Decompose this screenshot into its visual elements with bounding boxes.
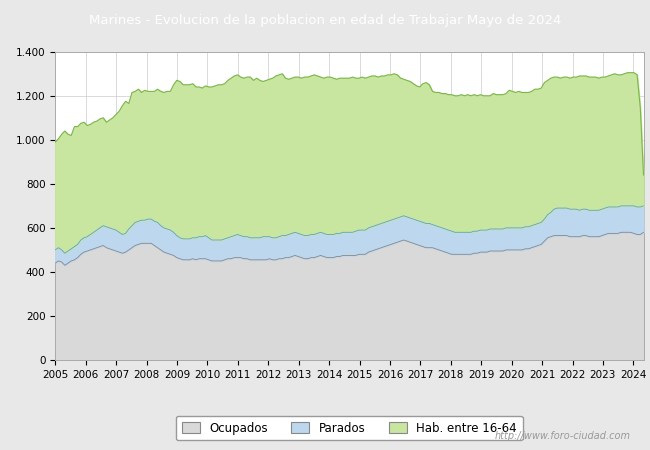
- Text: Marines - Evolucion de la poblacion en edad de Trabajar Mayo de 2024: Marines - Evolucion de la poblacion en e…: [89, 14, 561, 27]
- Text: http://www.foro-ciudad.com: http://www.foro-ciudad.com: [495, 431, 630, 441]
- Legend: Ocupados, Parados, Hab. entre 16-64: Ocupados, Parados, Hab. entre 16-64: [176, 416, 523, 441]
